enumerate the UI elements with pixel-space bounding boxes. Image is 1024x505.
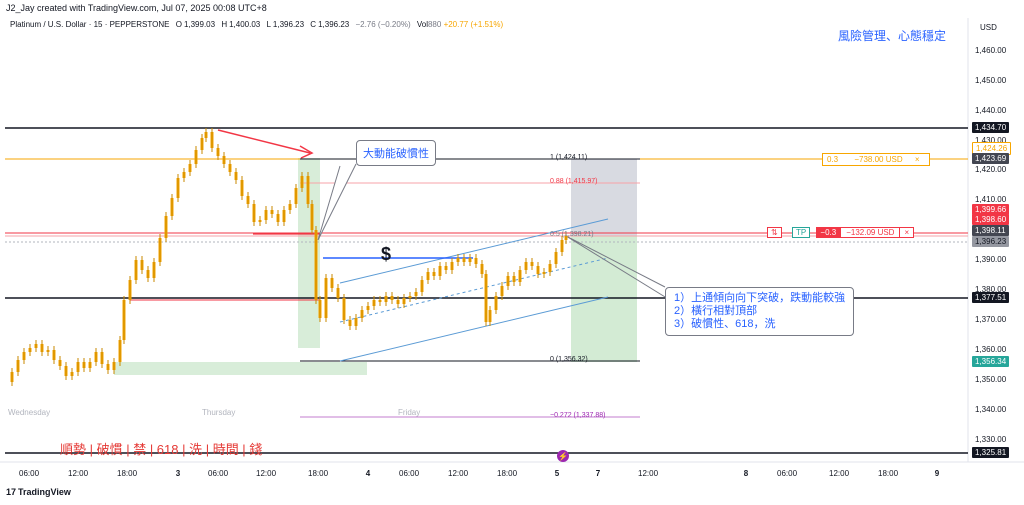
dollar-sign[interactable]: $ [381, 244, 392, 264]
price-label: 1,398.60 [972, 214, 1010, 225]
fib-label-088: 0.88 (1,415.97) [550, 178, 598, 185]
time-tick: 06:00 [19, 469, 40, 478]
mantra-text[interactable]: 順勢 | 破慣 | 禁 | 618 | 洗 | 時間 | 錢 [60, 442, 263, 457]
price-label: 1,424.26 [972, 142, 1012, 155]
time-tick: 9 [934, 469, 940, 478]
price-tick: 1,420.00 [975, 165, 1007, 174]
time-tick: 7 [595, 469, 601, 478]
channel-upper [339, 218, 609, 284]
fib-label-0: 0 (1,356.32) [550, 356, 588, 363]
green-zone-left [114, 362, 367, 375]
price-label: 1,434.70 [972, 122, 1010, 133]
price-label: 1,423.69 [972, 153, 1010, 164]
gray-zone [571, 159, 637, 236]
price-tick: 1,350.00 [975, 375, 1007, 384]
short-position-box[interactable]: ⇅ TP −0.3 −132.09 USD × [767, 227, 915, 238]
time-tick: 8 [743, 469, 749, 478]
reverse-icon[interactable]: ⇅ [767, 227, 782, 238]
price-label: 1,356.34 [972, 356, 1010, 367]
time-tick: 06:00 [399, 469, 420, 478]
ohlc-legend: Platinum / U.S. Dollar · 15 · PEPPERSTON… [10, 20, 504, 29]
price-tick: 1,450.00 [975, 76, 1007, 85]
time-tick: 06:00 [208, 469, 229, 478]
price-label: 1,399.66 [972, 204, 1010, 215]
price-tick: 1,390.00 [975, 255, 1007, 264]
fib-label-neg0272: −0.272 (1,337.88) [550, 412, 606, 419]
svg-text:⚡: ⚡ [558, 451, 568, 461]
price-label: 1,325.81 [972, 447, 1010, 458]
time-tick: 12:00 [829, 469, 850, 478]
time-tick: 06:00 [777, 469, 798, 478]
price-label: 1,377.51 [972, 292, 1010, 303]
tradingview-logo: 17 TradingView [6, 487, 71, 497]
time-tick: 3 [175, 469, 181, 478]
time-tick: 18:00 [497, 469, 518, 478]
fib-label-1: 1 (1,424.11) [550, 154, 588, 161]
time-tick: 12:00 [448, 469, 469, 478]
day-label-thursday: Thursday [202, 408, 236, 417]
day-label-wednesday: Wednesday [8, 408, 51, 417]
replay-icon [557, 450, 569, 462]
time-tick: 12:00 [68, 469, 89, 478]
candles-series [10, 128, 568, 386]
price-change: −2.76 (−0.20%) [355, 20, 411, 29]
price-tick: 1,330.00 [975, 435, 1007, 444]
price-tick: 1,460.00 [975, 46, 1007, 55]
price-tick: 1,440.00 [975, 106, 1007, 115]
callout-momentum[interactable]: 大動能破慣性 [356, 140, 436, 166]
fib-label-05: 0.5 (1,398.21) [550, 231, 594, 238]
green-zone-right [571, 236, 637, 362]
symbol-name[interactable]: Platinum / U.S. Dollar · 15 · PEPPERSTON… [10, 20, 170, 29]
callout-analysis[interactable]: 1）上通傾向向下突破，跌動能較強 2）橫行相對頂部 3）破慣性、618，洗 [665, 287, 855, 336]
price-tick: 1,370.00 [975, 315, 1007, 324]
tp-button[interactable]: TP [791, 227, 811, 238]
close-order-icon[interactable]: × [900, 227, 915, 238]
time-tick: 12:00 [256, 469, 277, 478]
price-label: 1,398.11 [972, 225, 1009, 236]
price-tick: 1,340.00 [975, 405, 1007, 414]
tv-logo-icon: 17 [6, 487, 17, 497]
channel-lower [339, 296, 609, 362]
day-label-friday: Friday [398, 408, 421, 417]
time-tick: 12:00 [638, 469, 659, 478]
time-tick: 4 [365, 469, 371, 478]
vol-change: +20.77 (+1.51%) [443, 20, 504, 29]
risk-note[interactable]: 風險管理、心態穩定 [838, 29, 947, 43]
close-position-icon[interactable]: × [914, 155, 920, 164]
channel-mid [339, 257, 609, 323]
long-position-box[interactable]: 0.3 −738.00 USD × [822, 153, 930, 166]
currency-label: USD [980, 23, 997, 32]
price-tick: 1,410.00 [975, 195, 1007, 204]
time-tick: 18:00 [878, 469, 899, 478]
time-tick: 5 [554, 469, 560, 478]
price-tick: 1,380.00 [975, 285, 1007, 294]
created-line: J2_Jay created with TradingView.com, Jul… [6, 3, 267, 13]
time-tick: 18:00 [308, 469, 329, 478]
price-label: 1,396.23 [972, 236, 1010, 247]
time-tick: 18:00 [117, 469, 138, 478]
price-tick: 1,360.00 [975, 345, 1007, 354]
price-tick: 1,430.00 [975, 136, 1007, 145]
